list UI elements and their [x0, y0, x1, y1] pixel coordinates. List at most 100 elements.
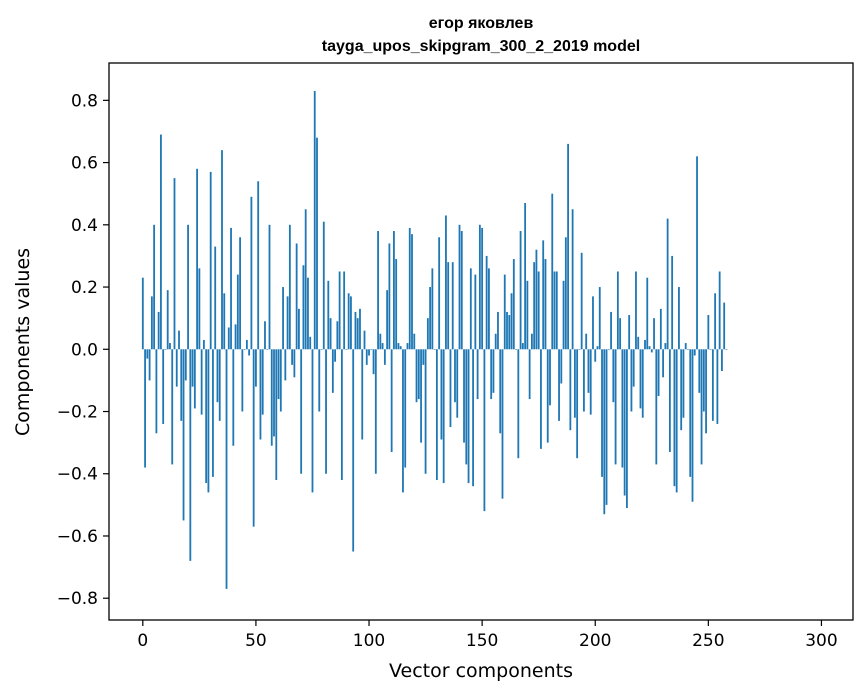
x-tick-label: 200: [579, 631, 611, 651]
y-tick-label: −0.2: [57, 403, 98, 423]
bar: [336, 321, 339, 350]
bar: [227, 327, 230, 350]
bar: [212, 349, 214, 477]
bar: [388, 243, 391, 350]
bar: [169, 343, 171, 350]
bar: [350, 296, 352, 350]
bar: [191, 349, 194, 387]
bar: [209, 171, 212, 350]
x-axis: 0 50 100 150 200 250 300: [137, 620, 838, 651]
bar: [250, 196, 253, 350]
bar: [510, 293, 513, 350]
bar: [718, 271, 721, 350]
bar: [456, 349, 459, 418]
bar: [157, 311, 160, 350]
bar: [171, 349, 174, 465]
bar: [327, 280, 330, 350]
bar: [483, 349, 486, 512]
bar: [472, 349, 474, 487]
bar: [422, 349, 425, 365]
bar: [492, 349, 495, 393]
bar: [501, 349, 504, 499]
bar: [691, 349, 694, 502]
bar: [245, 339, 248, 350]
bar: [678, 287, 680, 350]
y-tick-label: −0.6: [57, 527, 98, 547]
bar: [429, 287, 432, 350]
bar: [291, 349, 294, 365]
bar: [230, 227, 232, 350]
bar: [359, 308, 361, 350]
bar: [182, 349, 185, 521]
bar: [530, 333, 533, 350]
chart-title: егор яковлев: [429, 15, 534, 32]
bar: [646, 277, 649, 350]
bar: [569, 349, 572, 431]
bar: [533, 262, 536, 350]
bar: [705, 349, 707, 434]
bar: [451, 262, 454, 350]
bar: [397, 343, 400, 350]
bar: [173, 178, 176, 350]
bar: [286, 296, 289, 350]
bar: [603, 349, 606, 515]
bar: [377, 231, 379, 350]
bar: [338, 271, 341, 350]
x-tick-label: 50: [245, 631, 267, 651]
bar: [515, 349, 517, 350]
bar: [270, 349, 273, 446]
bar: [383, 349, 386, 365]
bar: [361, 349, 364, 440]
bar: [463, 349, 465, 443]
bar: [413, 333, 416, 350]
bar: [164, 349, 167, 350]
bar: [435, 349, 438, 480]
bar: [440, 349, 443, 440]
bar: [562, 280, 565, 350]
bar: [481, 227, 484, 350]
bar: [621, 349, 624, 468]
bar: [257, 181, 260, 350]
bar: [221, 150, 223, 350]
bar: [311, 349, 314, 493]
bar: [564, 237, 567, 350]
bar: [205, 349, 208, 484]
bar: [374, 349, 377, 474]
bar: [702, 349, 705, 412]
bar: [573, 349, 576, 418]
bar: [544, 259, 547, 350]
bar: [687, 349, 689, 350]
bar: [175, 349, 178, 387]
bar: [623, 349, 626, 496]
bar: [354, 311, 357, 350]
bar: [655, 349, 658, 465]
bar: [216, 349, 219, 403]
bar: [202, 339, 205, 350]
bar: [334, 349, 336, 362]
bar: [236, 274, 239, 350]
bar: [148, 349, 151, 381]
bar: [390, 349, 393, 452]
bar: [583, 349, 585, 412]
bar: [370, 349, 373, 350]
bar: [637, 336, 640, 350]
bar: [610, 311, 612, 350]
bar: [693, 349, 696, 356]
bar: [426, 318, 429, 350]
bar: [345, 349, 348, 350]
bar: [214, 246, 217, 350]
bar: [454, 349, 456, 403]
bar: [363, 330, 366, 350]
bar: [449, 349, 452, 428]
bar: [180, 349, 183, 421]
bar: [340, 349, 343, 480]
bar: [711, 349, 714, 421]
bar: [277, 349, 280, 400]
bar: [368, 349, 370, 356]
bar: [399, 346, 402, 350]
x-tick-label: 250: [692, 631, 724, 651]
y-tick-label: 0.2: [71, 278, 98, 298]
bar: [144, 349, 146, 468]
bar: [632, 349, 635, 387]
bars-group: [141, 91, 728, 589]
